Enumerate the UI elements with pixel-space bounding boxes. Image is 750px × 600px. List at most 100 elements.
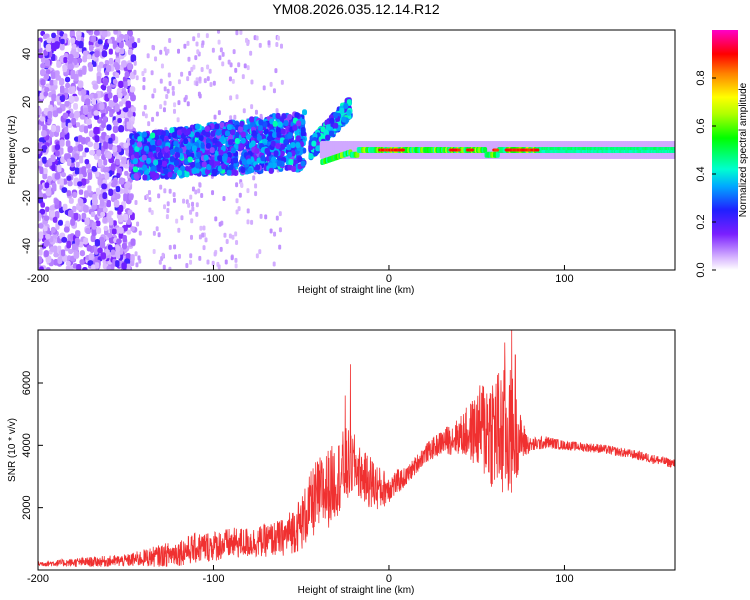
spectrogram-cell xyxy=(341,116,347,123)
colorbar-tick-label: 0.4 xyxy=(695,166,707,181)
spectrogram-cell xyxy=(173,159,179,166)
spectrogram-cell xyxy=(94,50,100,58)
spectrogram-cell xyxy=(91,35,96,43)
spectrogram-cell xyxy=(56,60,62,68)
spectrogram-cell xyxy=(230,129,236,136)
spectrogram-cell xyxy=(90,234,96,243)
spectrogram-cell xyxy=(325,134,331,141)
spectrogram-cell xyxy=(73,110,80,119)
snr-y-ticks: 2000 4000 6000 xyxy=(21,371,43,520)
spectrogram-cell xyxy=(186,143,192,150)
spectrogram-cell xyxy=(122,234,127,243)
spectrogram-cell xyxy=(89,93,95,100)
spectrogram-cell xyxy=(81,212,87,220)
spectrogram-cell xyxy=(230,147,236,154)
spectrogram-cell xyxy=(40,69,46,77)
spectrogram-cell xyxy=(246,219,250,225)
spectrogram-cell xyxy=(226,124,232,131)
spectrogram-cell xyxy=(51,32,56,39)
spectrogram-cell xyxy=(325,124,331,131)
spectrogram-cell xyxy=(123,81,128,89)
spectrogram-cell xyxy=(81,166,87,175)
spectrogram-cell xyxy=(155,226,159,232)
spectrogram-cell xyxy=(212,137,218,144)
spectrogram-cell xyxy=(198,255,202,261)
spectrogram-cell xyxy=(61,236,68,243)
spectrogram-cell xyxy=(39,116,46,122)
spectrogram-cell xyxy=(194,55,198,61)
spectrogram-cell xyxy=(64,76,71,83)
spectrogram-cell xyxy=(200,66,204,72)
spectrogram-cell xyxy=(172,197,176,203)
spectrogram-cell xyxy=(165,214,169,220)
spectrogram-cell xyxy=(45,267,51,270)
spectrogram-cell xyxy=(235,198,239,204)
spectrogram-cell xyxy=(88,253,94,260)
spectrogram-cell xyxy=(175,152,181,159)
spectrogram-cell xyxy=(99,240,106,249)
spectrogram-cell xyxy=(78,189,84,195)
spectrogram-cell xyxy=(88,63,94,72)
spectrogram-cell xyxy=(95,220,101,227)
spectrogram-cell xyxy=(176,169,182,176)
spectrogram-cell xyxy=(142,174,148,181)
spectrogram-cell xyxy=(93,110,100,116)
spectrogram-cell xyxy=(209,81,213,87)
spectrogram-cell xyxy=(43,91,49,97)
spectrogram-cell xyxy=(43,239,50,247)
spectrogram-cell xyxy=(249,116,255,123)
spectrogram-cell xyxy=(44,250,49,257)
colorbar-tick-label: 0.2 xyxy=(695,214,707,229)
spectrogram-cell xyxy=(328,130,334,137)
spectrogram-cell xyxy=(108,217,114,226)
spectrogram-cell xyxy=(241,74,245,80)
spectrogram-cell xyxy=(47,111,53,119)
spectrogram-cell xyxy=(40,79,46,86)
spectrogram-cell xyxy=(65,260,71,266)
spectrogram-cell xyxy=(211,47,215,53)
spectrogram-cell xyxy=(180,71,184,77)
spectrogram-cell xyxy=(59,95,65,102)
spectrogram-cell xyxy=(234,138,240,145)
spectrogram-cell xyxy=(297,156,303,163)
spectrogram-cell xyxy=(217,110,221,116)
spectrogram-cell xyxy=(177,253,181,259)
spectrogram-cell xyxy=(47,118,52,125)
spectrogram-cell xyxy=(44,73,50,80)
spectrogram-cell xyxy=(110,163,116,171)
spectrogram-cell xyxy=(65,220,70,227)
spectrogram-cell xyxy=(214,123,220,130)
spectrogram-cell xyxy=(189,194,193,200)
spectrogram-cell xyxy=(323,129,329,136)
spectrogram-cell xyxy=(134,200,138,206)
spectrogram-cell xyxy=(38,184,43,191)
spectrogram-x-ticks: -200 -100 0 100 xyxy=(27,265,574,285)
spectrogram-cell xyxy=(240,131,246,138)
spectrogram-cell xyxy=(107,232,113,238)
spectrogram-cell xyxy=(108,210,114,216)
spectrogram-cell xyxy=(152,45,156,51)
spectrogram-cell xyxy=(163,86,167,92)
spectrogram-cell xyxy=(106,64,112,73)
spectrogram-cell xyxy=(73,212,79,221)
spectrogram-cell xyxy=(93,93,98,99)
spectrogram-cell xyxy=(355,151,360,158)
spectrogram-cell xyxy=(65,140,71,147)
spectrogram-cell xyxy=(82,50,88,57)
spectrogram-cell xyxy=(151,116,155,122)
spectrogram-x-tick-label: -200 xyxy=(27,273,49,285)
spectrogram-cell xyxy=(94,239,101,247)
spectrogram-cell xyxy=(49,210,55,218)
spectrogram-cell xyxy=(163,168,169,175)
spectrogram-cell xyxy=(167,72,171,78)
spectrogram-cell xyxy=(218,221,222,227)
spectrogram-cell xyxy=(222,156,228,163)
spectrogram-cell xyxy=(213,114,217,120)
spectrogram-cell xyxy=(118,232,124,239)
spectrogram-cell xyxy=(40,202,45,208)
spectrogram-cell xyxy=(62,64,68,73)
colorbar-gradient xyxy=(712,30,738,270)
spectrogram-cell xyxy=(190,66,194,72)
spectrogram-cell xyxy=(72,191,78,198)
